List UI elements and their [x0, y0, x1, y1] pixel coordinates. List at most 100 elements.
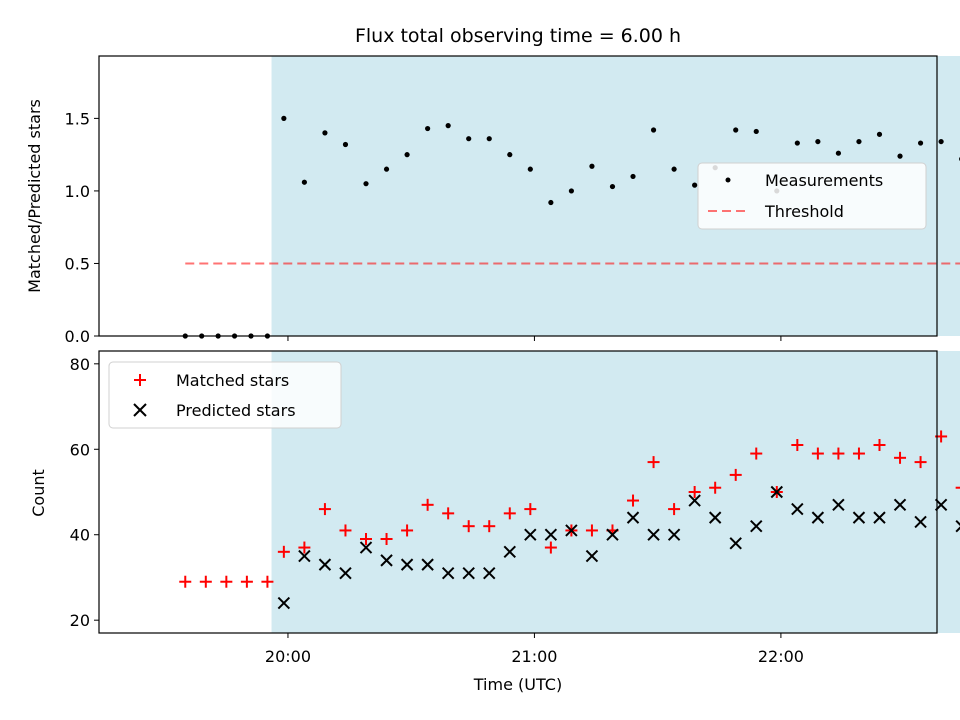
matched-stars-point — [811, 447, 824, 460]
bottom-y-tick-label: 80 — [70, 355, 90, 374]
bottom-y-tick-label: 40 — [70, 526, 90, 545]
bottom-y-tick-label: 20 — [70, 611, 90, 630]
top-y-tick-label: 1.0 — [65, 182, 90, 201]
legend-label-matched: Matched stars — [176, 371, 289, 390]
predicted-stars-point — [647, 528, 660, 541]
predicted-stars-point — [852, 511, 866, 524]
predicted-stars-point — [893, 498, 907, 512]
matched-stars-point — [873, 439, 886, 451]
top-y-tick-label: 1.5 — [65, 109, 90, 128]
measurement-point — [609, 183, 616, 190]
matched-stars-point — [240, 575, 253, 588]
top-y-tick-label: 0.5 — [65, 254, 90, 273]
predicted-stars-point — [503, 545, 516, 559]
matched-stars-point — [688, 486, 701, 498]
measurement-point — [856, 138, 862, 145]
bottom-legend: Matched stars Predicted stars — [108, 361, 342, 429]
predicted-stars-point — [544, 528, 558, 541]
matched-stars-point — [544, 541, 557, 554]
top-y-axis: 0.0 0.5 1.0 1.5 — [65, 109, 99, 346]
measurement-point — [733, 127, 739, 133]
matched-stars-point — [277, 545, 290, 558]
matched-stars-point — [220, 575, 233, 588]
predicted-stars-point — [811, 511, 825, 524]
matched-stars-point — [729, 468, 742, 481]
x-tick-label: 22:00 — [758, 647, 804, 666]
predicted-stars-point — [483, 566, 496, 580]
measurement-point — [507, 152, 513, 158]
measurement-point — [363, 181, 369, 187]
top-y-tick-label: 0.0 — [65, 327, 90, 346]
measurement-point — [671, 166, 677, 172]
matched-stars-point — [709, 481, 722, 494]
matched-stars-point — [261, 575, 274, 588]
matched-stars-point — [832, 447, 845, 460]
predicted-stars-point — [441, 566, 455, 580]
x-tick-label: 20:00 — [265, 647, 311, 666]
predicted-stars-point — [791, 502, 804, 516]
measurement-point — [281, 115, 287, 121]
predicted-stars-point — [339, 566, 352, 580]
top-x-ticks — [287, 336, 782, 341]
matched-stars-point — [421, 498, 434, 511]
chart-title: Flux total observing time = 6.00 h — [355, 25, 681, 47]
measurement-point — [589, 163, 595, 169]
matched-stars-point — [955, 486, 960, 489]
bottom-plot-frame — [98, 350, 938, 634]
measurement-point — [938, 138, 944, 145]
bottom-y-axis: 20 40 60 80 — [70, 355, 99, 630]
bottom-legend-box — [108, 361, 342, 429]
measurement-point — [630, 173, 636, 180]
matched-stars-point — [199, 575, 212, 588]
measurement-point — [527, 166, 533, 172]
bottom-y-tick-label: 60 — [70, 440, 90, 459]
legend-label-threshold: Threshold — [764, 202, 844, 221]
bottom-y-axis-label: Count — [29, 469, 48, 517]
predicted-stars-point — [750, 519, 763, 533]
matched-stars-point — [179, 575, 192, 588]
measurement-points — [182, 115, 960, 339]
predicted-stars-point — [421, 558, 434, 571]
predicted-stars-point — [277, 596, 291, 610]
matched-stars-point — [524, 503, 537, 516]
predicted-stars-point — [585, 549, 599, 563]
predicted-stars-point — [318, 558, 332, 571]
matched-stars-point — [503, 507, 516, 520]
predicted-stars-point — [359, 541, 373, 554]
top-panel: 0.0 0.5 1.0 1.5 Matched/Predicted stars Mea… — [25, 55, 960, 346]
predicted-stars-point — [955, 519, 960, 533]
top-plot-frame — [98, 55, 938, 337]
matched-stars-point — [401, 524, 414, 537]
measurement-point — [301, 179, 307, 185]
matched-stars-point — [791, 439, 804, 451]
measurement-point — [753, 128, 759, 135]
x-axis-label: Time (UTC) — [473, 675, 562, 694]
matched-stars-point — [483, 520, 496, 533]
measurement-point — [383, 166, 390, 172]
bottom-observing-span — [271, 351, 960, 633]
matched-stars-point — [360, 533, 373, 545]
matched-stars-point — [647, 456, 660, 469]
measurement-point — [568, 188, 575, 194]
matched-stars-point — [750, 447, 763, 460]
predicted-stars-point — [688, 494, 701, 507]
matched-stars-point — [462, 520, 475, 533]
predicted-stars-point — [626, 511, 640, 524]
predicted-stars-point — [708, 511, 722, 524]
matched-stars-point — [668, 503, 681, 516]
matched-stars-point — [627, 494, 640, 507]
count-points — [179, 430, 960, 610]
legend-label-predicted: Predicted stars — [176, 401, 296, 420]
measurement-point — [322, 130, 328, 136]
measurement-point — [548, 199, 554, 206]
x-tick-label: 21:00 — [511, 647, 557, 666]
matched-stars-point — [298, 541, 311, 554]
predicted-stars-point — [914, 515, 927, 529]
predicted-stars-point — [832, 498, 845, 512]
matched-stars-point — [442, 507, 455, 520]
top-y-axis-label: Matched/Predicted stars — [25, 99, 44, 293]
predicted-stars-point — [380, 554, 393, 567]
